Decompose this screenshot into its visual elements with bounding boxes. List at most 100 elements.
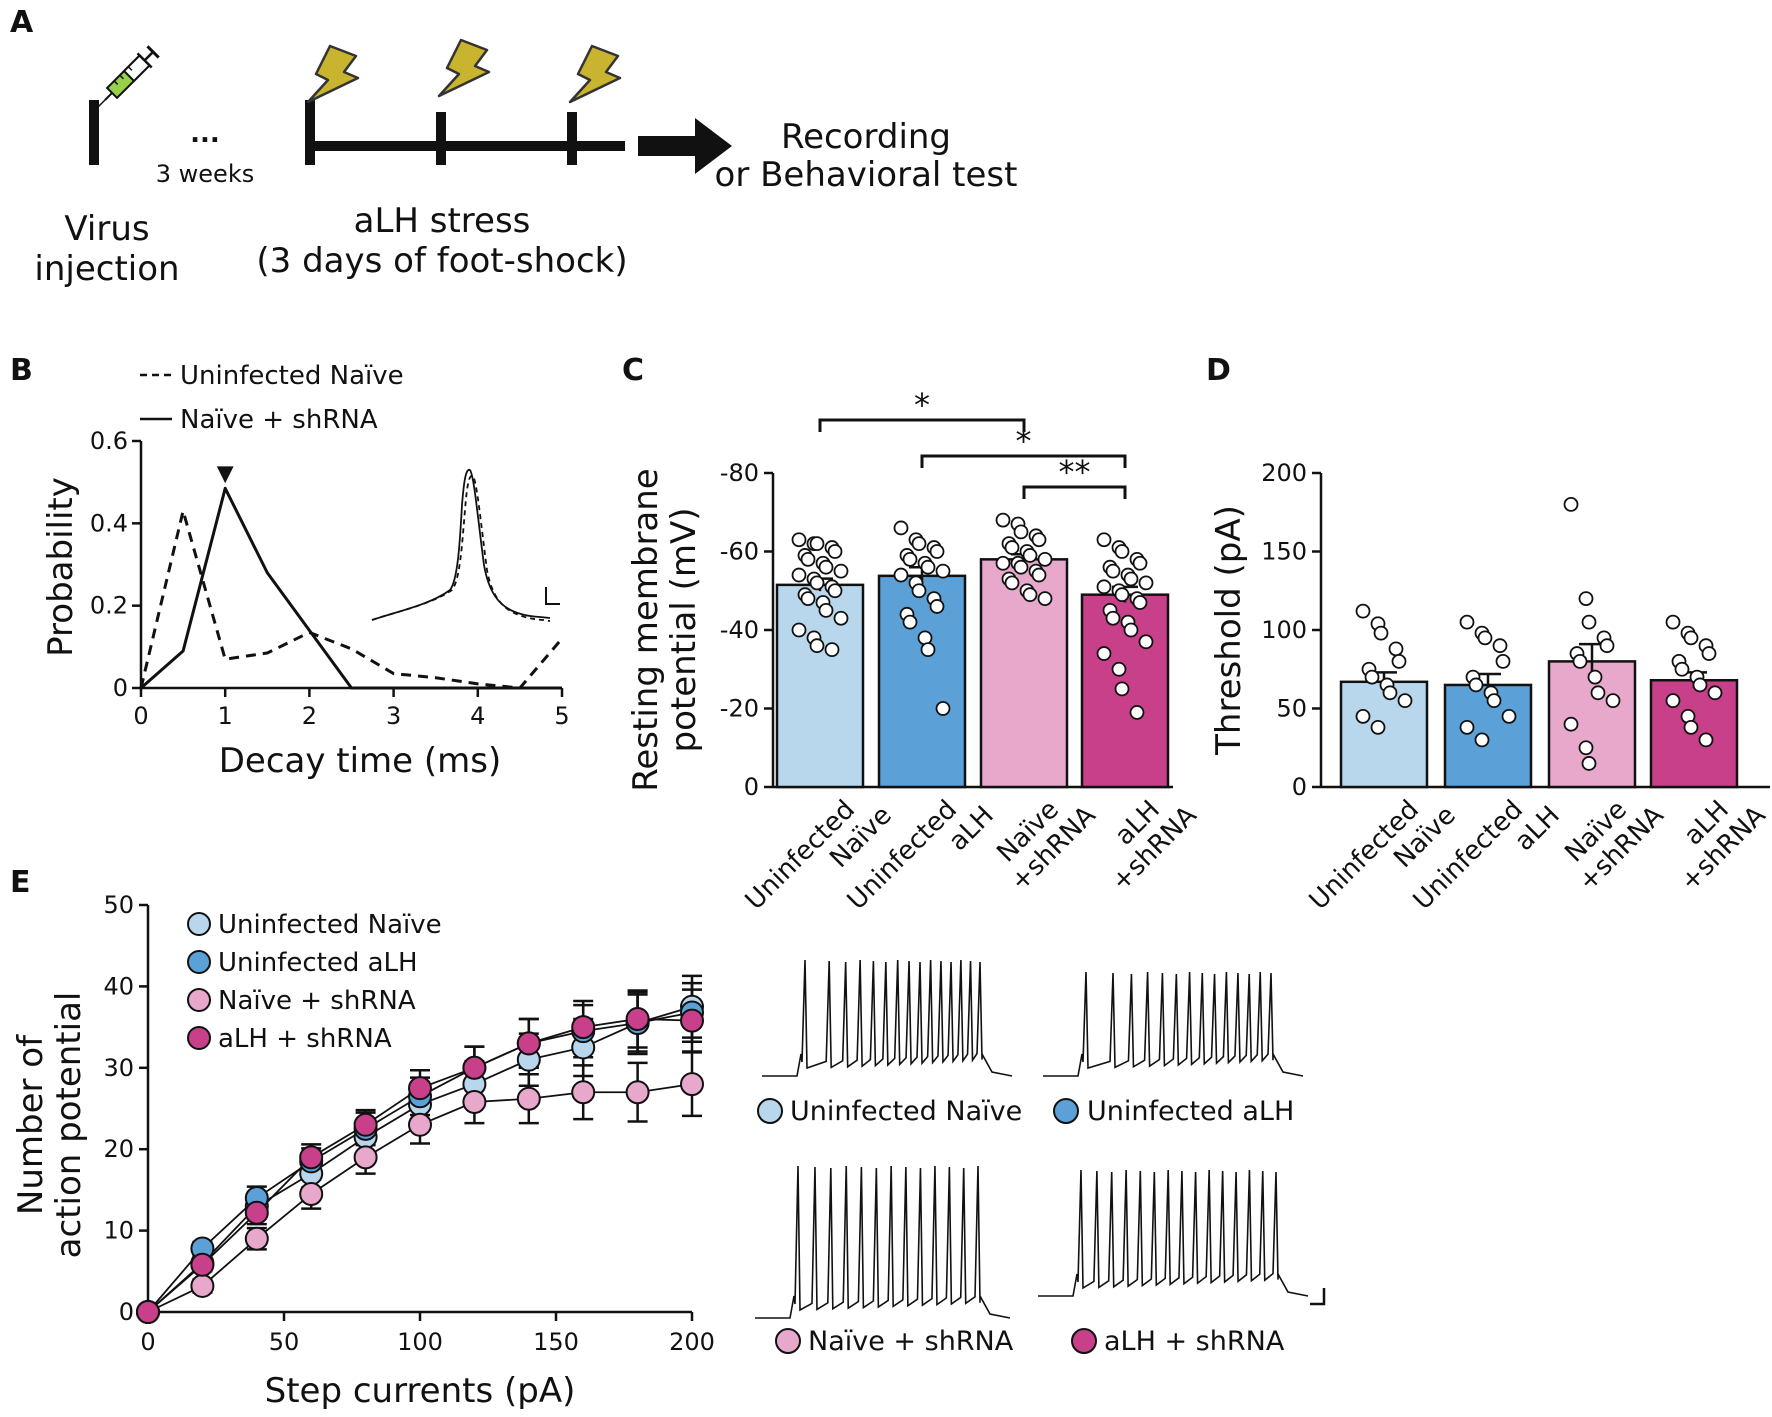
data-point-alh-shrna [462, 1055, 487, 1080]
legend-swatch-uninfected-alh [187, 950, 211, 974]
data-point-naive-shrna [680, 1072, 704, 1097]
data-point [833, 610, 849, 626]
data-point [1355, 603, 1371, 619]
data-point [911, 583, 927, 599]
lightning-bolt-icon [437, 38, 491, 98]
data-point [893, 520, 909, 536]
y-tick-label: 0 [1292, 773, 1307, 801]
panel-e: E 0 50 100 150 200 0 10 20 30 40 50 Uninfected Naï… [10, 865, 1326, 1411]
data-point [1683, 719, 1699, 735]
category-label: aLH+shRNA [1654, 779, 1772, 897]
data-point [1587, 669, 1603, 685]
lightning-bolt-icon [568, 44, 622, 104]
data-point-alh-shrna [136, 1300, 160, 1324]
panel-e-letter: E [10, 865, 31, 900]
y-tick-label: -60 [720, 538, 759, 566]
data-point [1037, 551, 1053, 567]
data-point [1123, 622, 1139, 638]
x-tick-label: 50 [269, 1328, 300, 1356]
x-axis-label: Step currents (pA) [265, 1371, 576, 1411]
data-point [1355, 708, 1371, 724]
data-point-alh-shrna [571, 1015, 596, 1040]
trace-scale-bar [1310, 1288, 1326, 1306]
y-tick-label: 10 [103, 1217, 134, 1245]
data-point [1391, 654, 1407, 669]
legend-naive-shrna: Naïve + shRNA [180, 405, 378, 435]
significance-bracket [818, 418, 1026, 432]
y-axis-label-line1: Number of [11, 1034, 51, 1215]
data-point [1031, 532, 1047, 548]
data-point [902, 614, 918, 630]
stress-day3-marker [567, 112, 577, 165]
x-tick-label: 2 [302, 702, 317, 730]
data-point-naive-shrna [190, 1273, 215, 1298]
data-point [1123, 571, 1139, 587]
data-point [1581, 756, 1597, 771]
data-point [929, 544, 945, 559]
stress-timeline-bar [305, 141, 625, 151]
data-point [1132, 595, 1148, 610]
category-label: Naïve+shRNA [1552, 779, 1670, 897]
y-tick-label: 200 [1261, 459, 1307, 487]
data-point [1459, 719, 1475, 735]
data-point [1382, 685, 1398, 701]
data-point [833, 563, 849, 579]
panel-d-letter: D [1206, 353, 1231, 388]
arrow-right-icon [638, 118, 732, 174]
data-point [1111, 661, 1127, 677]
data-point [1388, 641, 1404, 657]
data-point [1578, 591, 1594, 606]
data-point [902, 551, 918, 567]
x-tick-label: 1 [218, 702, 233, 730]
spike-trace [1043, 971, 1304, 1077]
y-tick-label: -40 [720, 616, 759, 644]
data-point [1698, 732, 1714, 748]
category-label: UninfectedNaïve [1304, 779, 1462, 937]
data-point [809, 638, 825, 654]
bar [877, 574, 967, 789]
data-point [1370, 719, 1386, 735]
data-point-alh-shrna [625, 1006, 650, 1031]
x-tick-label: 100 [397, 1328, 443, 1356]
data-point [1486, 693, 1502, 709]
data-point [818, 602, 834, 618]
data-point [1495, 654, 1511, 669]
significance-bracket [1022, 485, 1127, 499]
data-point [1022, 548, 1038, 563]
x-tick-label: 200 [669, 1328, 715, 1356]
lightning-bolt-icon [306, 44, 360, 104]
significance-label: * [914, 386, 930, 424]
data-point-naive-shrna [244, 1226, 269, 1251]
data-point [1563, 716, 1579, 732]
data-point [1129, 705, 1145, 720]
data-point [1605, 693, 1621, 709]
data-point [1096, 532, 1112, 548]
y-tick-label: 50 [103, 891, 134, 919]
data-point [1373, 625, 1389, 641]
stress-day1-marker [305, 100, 315, 165]
data-point [1692, 677, 1708, 693]
data-point [1578, 740, 1594, 756]
y-tick-label: 0 [113, 674, 128, 702]
data-point [791, 567, 807, 583]
y-axis-label-line2: action potential [49, 992, 89, 1259]
outcome-line2: or Behavioral test [715, 155, 1018, 195]
y-axis-label: Probability [41, 477, 81, 657]
spike-trace [762, 959, 1013, 1077]
data-point [911, 536, 927, 552]
x-tick-label: 5 [554, 702, 569, 730]
legend-label-uninfected-naive: Uninfected Naïve [218, 910, 442, 940]
data-point [827, 544, 843, 559]
spike-trace [1038, 1169, 1309, 1297]
virus-label-line1: Virus [64, 209, 149, 249]
data-point-naive-shrna [408, 1112, 432, 1137]
waveform-dashed [371, 474, 551, 622]
data-point [1096, 579, 1112, 595]
y-tick-label: 0 [744, 773, 759, 801]
trace-legend-swatch [1053, 1098, 1079, 1124]
panel-d: D 0 50 100 150 200 UninfectedNaïveUninfected… [1206, 353, 1772, 937]
bar [1339, 680, 1429, 789]
data-point [1031, 567, 1047, 583]
legend-swatch-alh-shrna [187, 1026, 211, 1050]
data-point [1468, 677, 1484, 693]
